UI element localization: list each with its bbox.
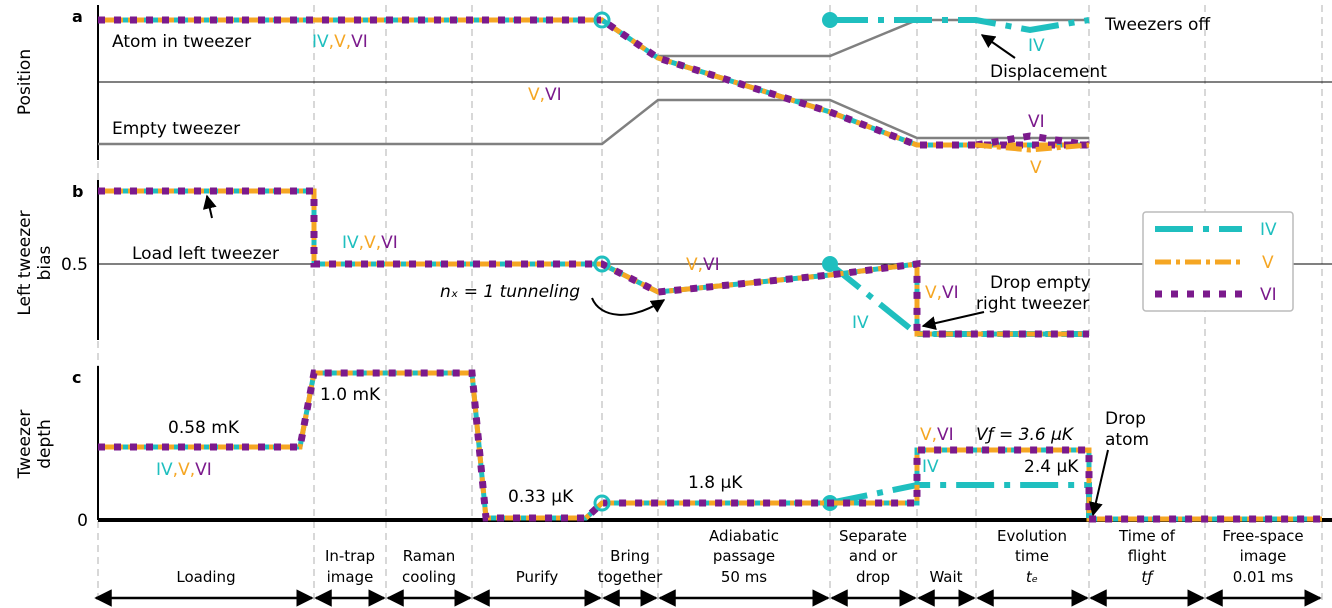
phase-2-line-2: cooling	[402, 568, 456, 586]
panel-c-tick: 0	[77, 511, 88, 531]
trace-VI-position	[98, 16, 1089, 149]
right-tweezer-trace	[658, 18, 1089, 58]
panel-b-tick: 0.5	[61, 255, 88, 275]
label-displacement: Displacement	[990, 62, 1107, 82]
phase-6-line-3: drop	[856, 568, 890, 586]
label-v-a: V	[1030, 158, 1042, 178]
label-load-left: Load left tweezer	[132, 244, 279, 264]
legend-label-V: V	[1262, 253, 1274, 273]
phase-5-line-1: Adiabatic	[709, 527, 779, 545]
trace-marker-a-bring	[593, 11, 611, 29]
panel-b: b Left tweezer bias 0.5 Load left tweeze…	[15, 180, 1332, 340]
trace-marker-c-bring	[593, 494, 611, 512]
label-drop-atom-1: Drop	[1105, 409, 1146, 429]
label-v-vi-b: V,VI	[686, 255, 720, 275]
trace-IV-marker-a	[822, 12, 838, 28]
label-nx-tunneling: nₓ = 1 tunneling	[440, 282, 580, 302]
label-v-vi-a: V,VI	[528, 85, 562, 105]
panel-c-ylabel-1: Tweezer	[15, 410, 35, 480]
phase-5-line-2: passage	[713, 547, 775, 565]
phase-4-line-1: Bring	[610, 547, 650, 565]
phase-5-line-3: 50 ms	[721, 568, 767, 586]
label-iv-b: IV	[852, 313, 869, 333]
phase-3-line-3: Purify	[516, 568, 559, 586]
label-tweezers-off: Tweezers off	[1104, 15, 1211, 35]
trace-VI-tail-a	[975, 132, 1090, 149]
label-iv-a: IV	[1028, 36, 1045, 56]
load-left-arrow	[202, 194, 217, 219]
phase-1-line-2: image	[327, 568, 374, 586]
panel-c-letter: c	[72, 368, 81, 387]
trace-VI-bias	[98, 187, 1089, 338]
phase-grid	[97, 5, 1323, 600]
panel-a-ylabel: Position	[15, 49, 35, 115]
phase-6-line-2: and or	[849, 547, 898, 565]
phase-10-line-1: Free-space	[1222, 527, 1303, 545]
label-iv-v-vi-a: IV,V,VI	[312, 32, 368, 52]
trace-IV-marker-b	[822, 256, 838, 272]
label-depth-058: 0.58 mK	[168, 418, 240, 438]
phase-10-line-3: 0.01 ms	[1233, 568, 1294, 586]
phase-1-line-1: In-trap	[325, 547, 375, 565]
label-iv-v-vi-c: IV,V,VI	[156, 460, 212, 480]
legend-label-IV: IV	[1260, 220, 1277, 240]
panel-a: a Position Atom in tweezer Empty tweezer…	[15, 5, 1332, 178]
nx-tunneling-arrow	[591, 297, 666, 316]
panel-a-letter: a	[72, 7, 83, 26]
label-depth-10: 1.0 mK	[320, 385, 381, 405]
label-v-vi-c: V,VI	[920, 425, 954, 445]
phase-9-line-2: flight	[1128, 547, 1167, 565]
panel-b-ylabel-2: bias	[35, 245, 55, 280]
phase-8-line-2: time	[1015, 547, 1049, 565]
panel-b-ylabel-1: Left tweezer	[15, 210, 35, 315]
phase-9-line-1: Time of	[1118, 527, 1176, 545]
trace-V-tail-a	[975, 142, 1090, 153]
legend-label-VI: VI	[1260, 285, 1277, 305]
phase-9-line-3: tƒ	[1141, 568, 1154, 586]
displacement-arrow	[980, 34, 1016, 59]
label-empty-tweezer: Empty tweezer	[112, 119, 240, 139]
label-iv-v-vi-b: IV,V,VI	[342, 233, 398, 253]
phase-2-line-1: Raman	[403, 547, 456, 565]
label-depth-24: 2.4 μK	[1024, 457, 1079, 477]
label-depth-18: 1.8 μK	[688, 473, 743, 493]
phase-7-line-3: Wait	[929, 568, 962, 586]
label-drop-empty-2: right tweezer	[976, 294, 1089, 314]
legend: IV V VI	[1142, 211, 1294, 312]
drop-empty-arrow	[921, 311, 985, 331]
drop-atom-arrow	[1089, 449, 1109, 517]
phase-10-line-2: image	[1240, 547, 1287, 565]
label-drop-empty-1: Drop empty	[990, 273, 1091, 293]
label-iv-c: IV	[922, 457, 939, 477]
label-depth-033: 0.33 μK	[508, 487, 574, 507]
panel-b-letter: b	[72, 182, 83, 201]
label-drop-atom-2: atom	[1105, 430, 1149, 450]
panel-c-ylabel-2: depth	[35, 419, 55, 468]
trace-VI-depth	[98, 369, 1322, 523]
label-vf: Vƒ = 3.6 μK	[976, 425, 1075, 445]
phase-labels: Loading In-trap image Raman cooling Puri…	[176, 527, 1303, 586]
phase-8-line-3: tₑ	[1026, 568, 1038, 586]
phase-0-line-3: Loading	[176, 568, 235, 586]
phase-6-line-1: Separate	[839, 527, 907, 545]
label-atom-in-tweezer: Atom in tweezer	[112, 32, 251, 52]
phase-4-line-2: together	[598, 568, 663, 586]
trace-marker-b-bring	[593, 255, 611, 273]
panel-c: c Tweezer depth 0 0.58 mK IV,V,VI 1.0 mK…	[15, 366, 1332, 531]
label-vi-a: VI	[1028, 112, 1045, 132]
label-v-vi-b2: V,VI	[925, 283, 959, 303]
trace-IV-position-a	[830, 17, 1090, 34]
empty-tweezer-trace	[98, 98, 1089, 146]
phase-8-line-1: Evolution	[997, 527, 1067, 545]
